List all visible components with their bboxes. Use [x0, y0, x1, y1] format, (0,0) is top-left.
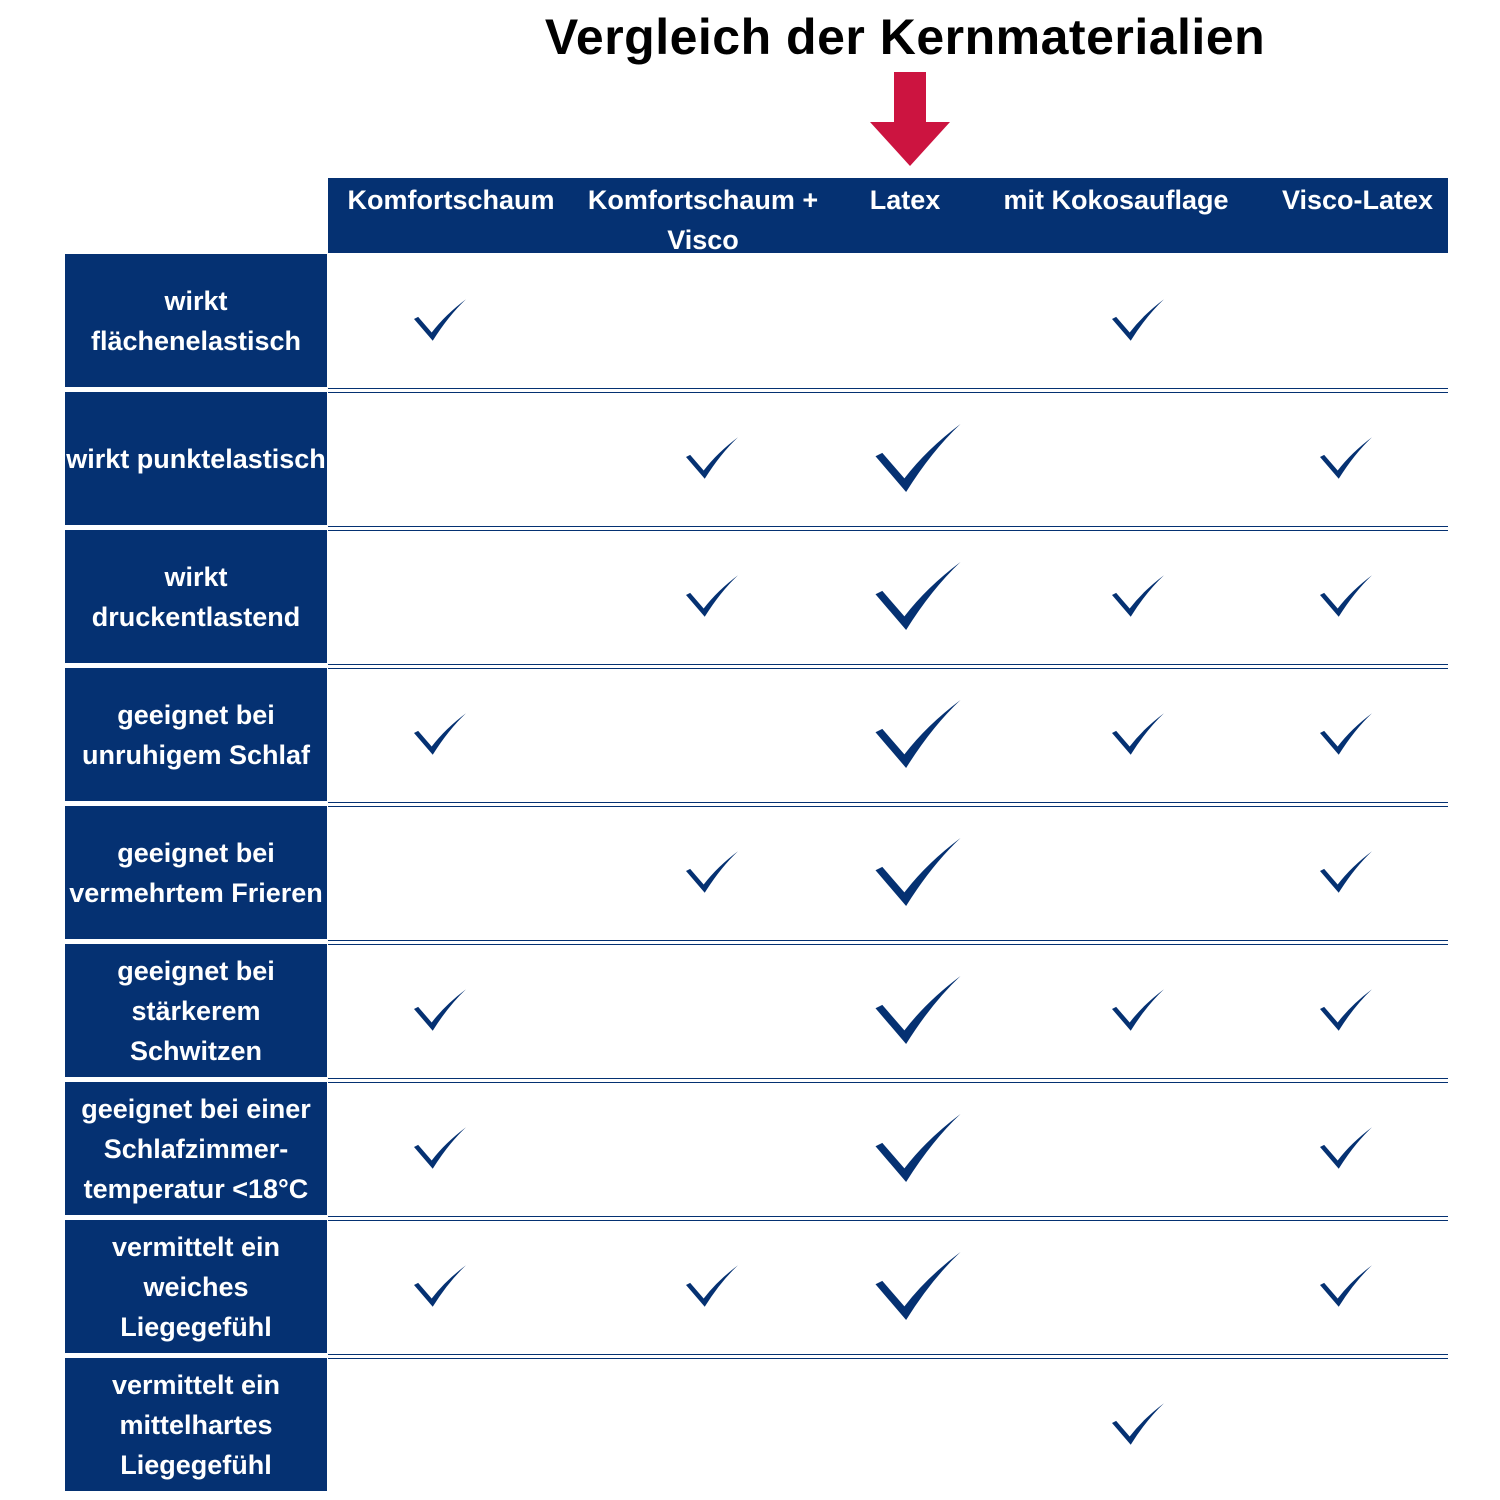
checkmark-icon — [1320, 437, 1372, 479]
column-header-2: Komfortschaum + Visco — [587, 185, 819, 255]
checkmark-icon — [875, 1114, 961, 1182]
column-header-4: mit Kokosauflage — [1003, 185, 1229, 215]
checkmark-icon — [1112, 989, 1164, 1031]
checkmark-icon — [1112, 299, 1164, 341]
arrow-down-icon — [870, 72, 950, 166]
checkmark-icon — [1112, 575, 1164, 617]
checkmark-icon — [1320, 713, 1372, 755]
checkmark-icon — [414, 1265, 466, 1307]
row-label: wirkt druckentlastend — [91, 561, 301, 632]
row-divider — [328, 940, 1448, 945]
row-header-2: wirkt punktelastisch — [65, 392, 327, 525]
page-title: Vergleich der Kernmaterialien — [544, 9, 1266, 65]
checkmark-icon — [1112, 713, 1164, 755]
checkmark-icon — [686, 575, 738, 617]
checkmark-icon — [875, 700, 961, 768]
checkmark-icon — [414, 713, 466, 755]
column-header-5: Visco-Latex — [1281, 185, 1434, 215]
checkmark-icon — [1320, 1265, 1372, 1307]
column-header-bar — [328, 178, 1448, 253]
checkmark-icon — [414, 1127, 466, 1169]
row-header-1: wirkt flächenelastisch — [65, 254, 327, 387]
checkmark-icon — [414, 299, 466, 341]
checkmark-icon — [875, 976, 961, 1044]
row-header-3: wirkt druckentlastend — [65, 530, 327, 663]
checkmark-icon — [875, 838, 961, 906]
checkmark-icon — [686, 1265, 738, 1307]
column-header-1: Komfortschaum — [347, 185, 555, 215]
row-divider — [328, 802, 1448, 807]
row-label: geeignet bei einer Schlafzimmer-temperat… — [81, 1093, 311, 1204]
checkmark-icon — [875, 424, 961, 492]
checkmark-icon — [1320, 851, 1372, 893]
row-header-8: vermittelt ein weiches Liegegefühl — [65, 1220, 327, 1353]
row-header-7: geeignet bei einer Schlafzimmer-temperat… — [65, 1082, 327, 1215]
checkmark-icon — [1320, 1127, 1372, 1169]
row-divider — [328, 526, 1448, 531]
row-label: geeignet bei unruhigem Schlaf — [81, 699, 311, 770]
row-divider — [328, 1216, 1448, 1221]
row-divider — [328, 664, 1448, 669]
checkmark-icon — [1320, 989, 1372, 1031]
checkmark-icon — [1112, 1403, 1164, 1445]
row-label: wirkt punktelastisch — [66, 443, 326, 474]
row-label: geeignet bei stärkerem Schwitzen — [117, 955, 275, 1066]
column-header-3: Latex — [869, 185, 941, 215]
row-label: vermittelt ein weiches Liegegefühl — [111, 1231, 281, 1342]
row-header-4: geeignet bei unruhigem Schlaf — [65, 668, 327, 801]
row-header-9: vermittelt ein mittelhartes Liegegefühl — [65, 1358, 327, 1491]
checkmark-icon — [686, 851, 738, 893]
row-label: wirkt flächenelastisch — [90, 285, 302, 356]
row-label: geeignet bei vermehrtem Frieren — [69, 837, 323, 908]
checkmark-icon — [686, 437, 738, 479]
row-header-5: geeignet bei vermehrtem Frieren — [65, 806, 327, 939]
checkmark-icon — [1320, 575, 1372, 617]
row-header-6: geeignet bei stärkerem Schwitzen — [65, 944, 327, 1077]
checkmark-icon — [414, 989, 466, 1031]
row-divider — [328, 1078, 1448, 1083]
checkmark-icon — [875, 1252, 961, 1320]
row-divider — [328, 388, 1448, 393]
row-divider — [328, 1354, 1448, 1359]
checkmark-icon — [875, 562, 961, 630]
row-label: vermittelt ein mittelhartes Liegegefühl — [111, 1369, 281, 1480]
